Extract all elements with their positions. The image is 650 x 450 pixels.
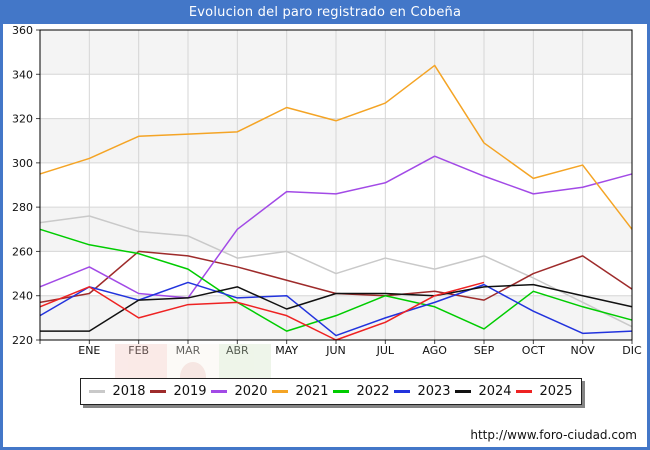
y-tick-label: 240	[12, 290, 33, 303]
chart-plot-wrapper: 360 340 320 300 280 260 240 220 ENE FEB MAR ABR MAY J…	[3, 3, 647, 447]
x-month-label: ABR	[226, 344, 249, 357]
chart-title-bar: Evolucion del paro registrado en Cobeña	[3, 3, 647, 24]
x-month-label: MAR	[176, 344, 201, 357]
legend-item-2018: 2018	[89, 384, 146, 399]
chart-title: Evolucion del paro registrado en Cobeña	[188, 5, 462, 20]
legend-label-2019: 2019	[173, 384, 207, 399]
legend-swatch-2020	[211, 390, 228, 393]
legend-item-2020: 2020	[211, 384, 268, 399]
x-month-label: NOV	[571, 344, 596, 357]
x-month-label: ENE	[78, 344, 100, 357]
legend-label-2023: 2023	[417, 384, 451, 399]
legend-label-2021: 2021	[295, 384, 329, 399]
series-line-2020	[39, 155, 633, 299]
x-month-label: OCT	[522, 344, 545, 357]
series-line-2021	[39, 64, 633, 230]
legend-swatch-2022	[333, 390, 350, 393]
series-line-2025	[39, 281, 485, 341]
x-month-label: JUN	[325, 344, 346, 357]
legend-swatch-2024	[455, 390, 472, 393]
legend-swatch-2025	[516, 390, 533, 393]
legend-item-2025: 2025	[516, 384, 573, 399]
legend-label-2025: 2025	[539, 384, 573, 399]
plot-border	[39, 29, 633, 341]
y-tick-label: 280	[12, 201, 33, 214]
x-month-label: AGO	[422, 344, 447, 357]
legend-item-2021: 2021	[272, 384, 329, 399]
legend-item-2022: 2022	[333, 384, 390, 399]
line-chart-svg: 360 340 320 300 280 260 240 220 ENE FEB MAR ABR MAY J…	[12, 24, 642, 357]
legend-swatch-2021	[272, 390, 289, 393]
series-line-2022	[39, 228, 633, 332]
legend-swatch-2018	[89, 390, 106, 393]
series-line-2018	[39, 215, 633, 328]
legend-label-2018: 2018	[112, 384, 146, 399]
y-tick-label: 360	[12, 24, 33, 37]
y-tick-label: 220	[12, 334, 33, 347]
legend-swatch-2023	[394, 390, 411, 393]
y-tick-label: 260	[12, 245, 33, 258]
y-tick-label: 340	[12, 68, 33, 81]
x-month-label: DIC	[622, 344, 642, 357]
legend-swatch-2019	[150, 390, 167, 393]
legend-label-2024: 2024	[478, 384, 512, 399]
x-month-label: JUL	[376, 344, 395, 357]
y-tick-label: 300	[12, 157, 33, 170]
legend-label-2022: 2022	[356, 384, 390, 399]
footer-url: http://www.foro-ciudad.com	[470, 428, 637, 442]
legend-item-2019: 2019	[150, 384, 207, 399]
legend-item-2024: 2024	[455, 384, 512, 399]
y-tick-label: 320	[12, 113, 33, 126]
series-line-2024	[40, 283, 633, 332]
chart-legend: 2018 2019 2020 2021 2022 2023 2024 2025	[80, 378, 582, 405]
legend-label-2020: 2020	[234, 384, 268, 399]
x-month-label: MAY	[275, 344, 298, 357]
x-month-label: SEP	[474, 344, 495, 357]
legend-item-2023: 2023	[394, 384, 451, 399]
x-month-label: FEB	[128, 344, 149, 357]
